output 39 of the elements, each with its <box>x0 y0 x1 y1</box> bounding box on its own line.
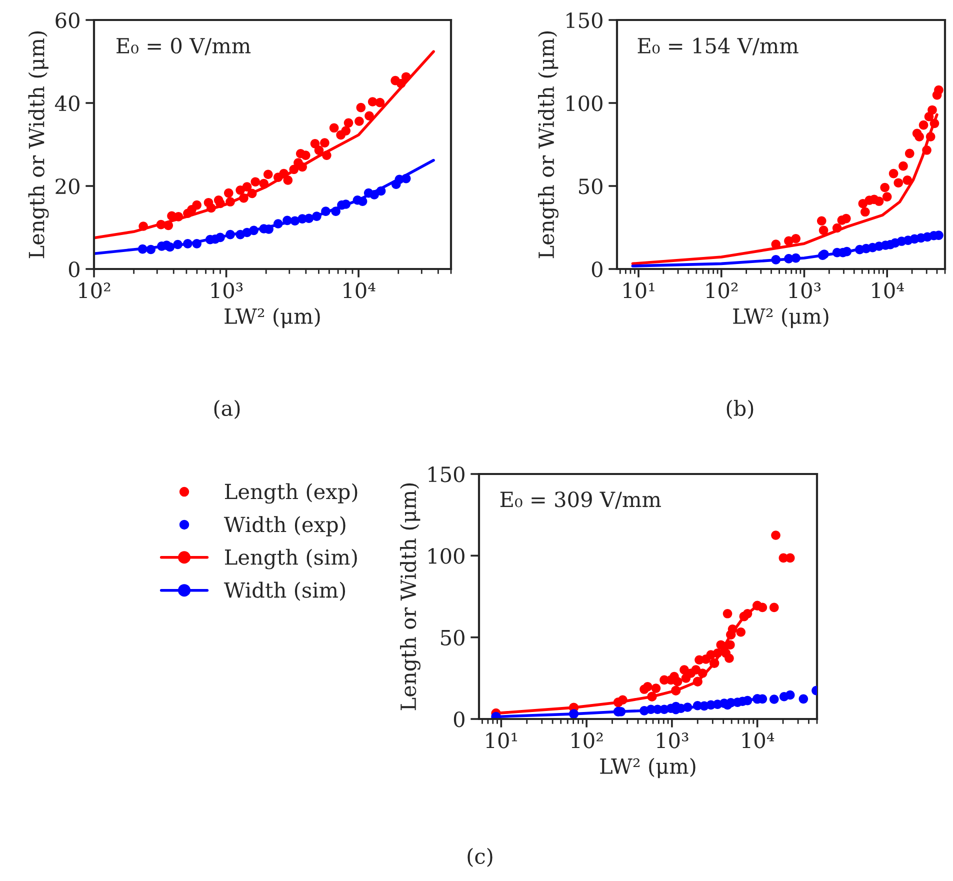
y-tick-label: 100 <box>566 95 602 112</box>
x-tick-label: 10² <box>706 282 738 298</box>
y-tick-label: 100 <box>428 548 464 564</box>
legend-label: Width (exp) <box>224 516 346 536</box>
y-tick-label: 60 <box>56 12 80 28</box>
y-axis-title: Length or Width (μm) <box>400 483 420 710</box>
x-tick-label: 10³ <box>789 282 821 298</box>
y-tick-label: 0 <box>68 261 80 278</box>
y-tick-label: 0 <box>592 261 602 278</box>
y-tick-label: 150 <box>566 12 602 28</box>
x-tick-label: 10⁴ <box>344 282 376 298</box>
text: (c) <box>468 848 492 867</box>
annotation: E₀ = 309 V/mm <box>500 492 661 509</box>
y-tick-label: 50 <box>579 178 602 194</box>
legend-label: Width (sim) <box>224 582 346 601</box>
x-tick-label: 10⁴ <box>742 732 774 748</box>
y-tick-label: 150 <box>428 466 464 482</box>
y-axis-title: Length or Width (μm) <box>538 31 558 258</box>
y-axis-title: Length or Width (μm) <box>28 31 49 258</box>
annotation: E₀ = 0 V/mm <box>116 38 251 56</box>
legend-label: Length (sim) <box>224 548 357 570</box>
annotation: E₀ = 154 V/mm <box>638 38 798 56</box>
x-tick-label: 10² <box>79 282 110 298</box>
x-tick-label: 10³ <box>657 732 688 748</box>
text: (a) <box>214 400 240 419</box>
y-tick-label: 0 <box>454 711 464 728</box>
y-tick-label: 50 <box>441 630 464 646</box>
text: (b) <box>726 400 754 419</box>
y-tick-label: 40 <box>54 95 80 112</box>
x-axis-title: LW² (μm) <box>733 308 828 328</box>
x-tick-label: 10¹ <box>624 282 654 298</box>
x-axis-title: LW² (μm) <box>600 758 696 778</box>
x-tick-label: 10¹ <box>486 732 517 748</box>
x-tick-label: 10³ <box>211 282 243 298</box>
x-tick-label: 10² <box>572 732 603 748</box>
x-tick-label: 10⁴ <box>872 282 904 298</box>
x-axis-title: LW² (μm) <box>224 308 320 328</box>
y-tick-label: 20 <box>56 178 80 194</box>
legend-label: Length (exp) <box>224 483 358 504</box>
